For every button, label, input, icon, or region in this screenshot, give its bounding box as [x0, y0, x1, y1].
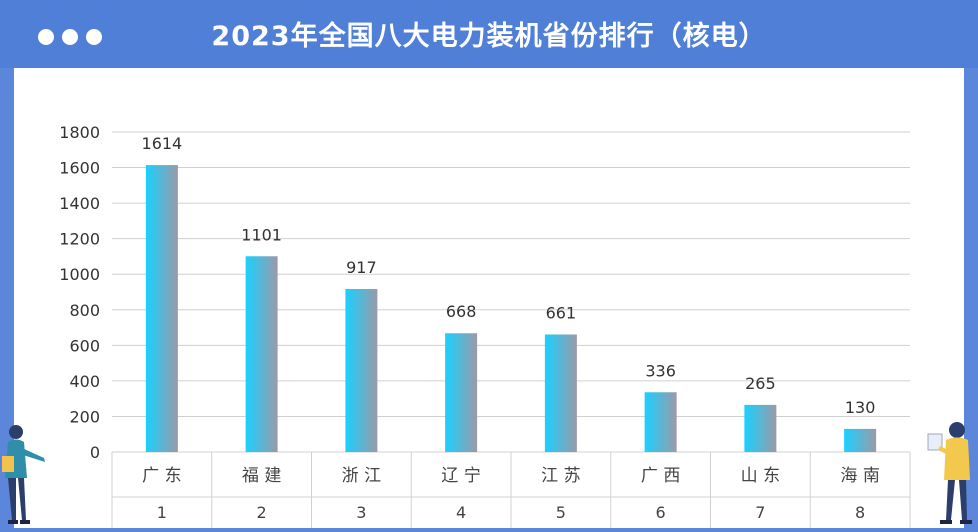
category-label: 广 东	[142, 466, 181, 486]
category-label: 广 西	[641, 466, 680, 486]
y-tick-label: 1000	[59, 265, 100, 284]
data-label: 265	[745, 374, 776, 393]
data-label: 130	[845, 398, 876, 417]
data-label: 661	[546, 303, 577, 322]
category-label: 海 南	[840, 466, 879, 486]
person-illustration-left	[2, 425, 45, 524]
y-tick-label: 1200	[59, 230, 100, 249]
y-tick-label: 400	[69, 372, 100, 391]
rank-label: 8	[855, 503, 865, 522]
bar	[844, 428, 877, 452]
bar	[544, 334, 577, 452]
y-tick-label: 1600	[59, 159, 100, 178]
data-label: 1101	[241, 225, 282, 244]
y-tick-label: 600	[69, 336, 100, 355]
bar	[445, 333, 478, 452]
rank-label: 3	[356, 503, 366, 522]
chart-title: 2023年全国八大电力装机省份排行（核电）	[211, 21, 767, 52]
dot-icon	[38, 29, 54, 45]
bar	[145, 165, 178, 453]
dot-icon	[62, 29, 78, 45]
y-tick-label: 0	[90, 443, 100, 462]
category-label: 江 苏	[541, 466, 580, 486]
bar	[245, 256, 278, 452]
y-tick-label: 800	[69, 301, 100, 320]
category-label: 福 建	[242, 466, 281, 486]
dot-icon	[86, 29, 102, 45]
bar	[744, 404, 777, 452]
data-label: 1614	[142, 134, 183, 153]
data-label: 917	[346, 258, 377, 277]
rank-label: 5	[556, 503, 566, 522]
window-dots	[38, 29, 102, 45]
y-tick-label: 1800	[59, 123, 100, 142]
category-label: 辽 宁	[441, 466, 480, 486]
rank-label: 1	[157, 503, 167, 522]
bar	[644, 392, 677, 452]
rank-label: 4	[456, 503, 466, 522]
data-label: 668	[446, 302, 477, 321]
rank-label: 6	[656, 503, 666, 522]
category-label: 浙 江	[342, 466, 381, 486]
person-illustration-right	[927, 422, 972, 524]
category-label: 山 东	[741, 466, 780, 486]
bar	[345, 288, 378, 452]
rank-label: 2	[257, 503, 267, 522]
y-tick-label: 1400	[59, 194, 100, 213]
y-tick-label: 200	[69, 407, 100, 426]
rank-label: 7	[755, 503, 765, 522]
data-label: 336	[645, 361, 676, 380]
header-bar: 2023年全国八大电力装机省份排行（核电）	[0, 0, 978, 68]
